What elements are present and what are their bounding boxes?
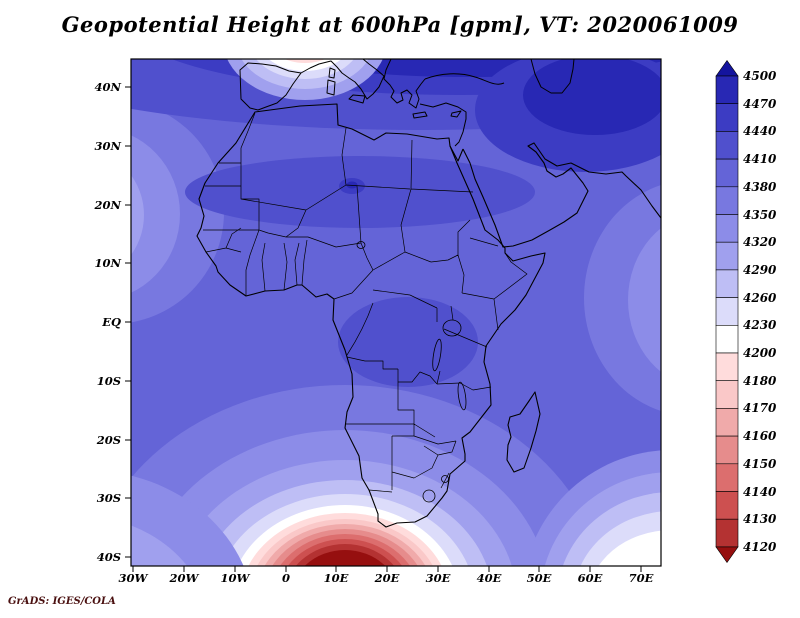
lake-victoria: [442, 319, 462, 337]
colorbar-segment: [715, 380, 739, 409]
contour-band: [131, 101, 224, 323]
y-tick-label: 10N: [94, 256, 121, 270]
colorbar-segment: [715, 324, 739, 354]
contour-band: [131, 175, 144, 255]
contour-band: [131, 135, 180, 293]
colorbar-segment: [715, 408, 739, 437]
madagascar-coastline: [506, 391, 541, 473]
colorbar: [715, 59, 739, 564]
colorbar-segment: [715, 214, 739, 243]
contour-band: [523, 59, 661, 135]
colorbar-label: 4410: [743, 152, 777, 166]
colorbar-segment: [715, 297, 739, 326]
colorbar-segment: [715, 158, 739, 188]
x-tick-label: 60E: [578, 571, 603, 585]
arabia-asia-coastline: [449, 142, 661, 248]
colorbar-label: 4500: [743, 69, 777, 83]
x-tick-label: 50E: [527, 571, 552, 585]
colorbar-label: 4380: [743, 180, 777, 194]
x-tick-label: 30W: [119, 571, 149, 585]
x-tick-label: 20W: [169, 571, 200, 585]
y-tick-label: 20N: [93, 198, 121, 212]
y-tick-label: 30N: [94, 139, 121, 153]
x-tick-label: 10W: [221, 571, 251, 585]
country-borders: [203, 112, 528, 493]
x-tick-label: 20E: [374, 571, 400, 585]
colorbar-label: 4470: [743, 97, 777, 111]
colorbar-segment: [715, 241, 739, 271]
colorbar-segment: [715, 186, 739, 215]
y-tick-label: 10S: [97, 374, 121, 388]
lake-tanganyika: [432, 338, 442, 372]
lesotho-border: [422, 489, 436, 503]
colorbar-label: 4160: [743, 429, 777, 443]
colorbar-segment: [715, 435, 739, 465]
map-overlays: [196, 59, 661, 528]
x-tick-label: 70E: [629, 571, 654, 585]
contour-band: [131, 525, 188, 566]
colorbar-label: 4170: [743, 401, 777, 415]
low-center-core: [304, 550, 386, 566]
colorbar-arrow-bottom: [715, 546, 739, 564]
contour-band: [346, 181, 358, 189]
colorbar-segment: [715, 518, 739, 548]
colorbar-label: 4350: [743, 208, 777, 222]
colorbar-label: 4150: [743, 457, 777, 471]
chart-title: Geopotential Height at 600hPa [gpm], VT:…: [61, 12, 739, 37]
x-tick-label: 30E: [426, 571, 451, 585]
colorbar-segment: [715, 103, 739, 132]
plot-frame: [130, 58, 662, 567]
x-tick-label: 10E: [324, 571, 349, 585]
colorbar-label: 4230: [743, 318, 777, 332]
colorbar-segment: [715, 463, 739, 492]
colorbar-label: 4440: [743, 124, 777, 138]
contour-band: [628, 228, 661, 372]
y-tick-label: 40S: [97, 550, 121, 564]
y-tick-label: EQ: [101, 315, 121, 329]
mediterranean-coastlines: [239, 59, 575, 147]
y-tick-label: 30S: [97, 491, 121, 505]
colorbar-segment: [715, 269, 739, 298]
x-tick-label: 40E: [477, 571, 502, 585]
colorbar-label: 4120: [743, 540, 777, 554]
eswatini-border: [441, 475, 449, 483]
contour-band: [338, 297, 478, 387]
europe-low-core: [284, 59, 326, 63]
colorbar-segment: [715, 131, 739, 160]
x-tick-label: 0: [282, 571, 290, 585]
y-tick-label: 20S: [96, 433, 121, 447]
colorbar-arrow-top: [715, 59, 739, 77]
colorbar-label: 4180: [743, 374, 777, 388]
contour-band: [598, 530, 661, 566]
colorbar-label: 4320: [743, 235, 777, 249]
colorbar-label: 4290: [743, 263, 777, 277]
y-axis-labels: 40N 30N 20N 10N EQ 10S 20S 30S 40S: [93, 80, 121, 564]
grads-credit: GrADS: IGES/COLA: [8, 596, 116, 607]
lake-malawi: [457, 381, 467, 411]
x-axis-ticks: [132, 566, 642, 572]
colorbar-label: 4200: [743, 346, 777, 360]
colorbar-label: 4130: [743, 512, 777, 526]
colorbar-label: 4260: [743, 291, 777, 305]
colorbar-segment: [715, 352, 739, 382]
contour-band: [268, 59, 342, 71]
contour-band: [584, 185, 661, 411]
africa-coastline: [196, 103, 546, 528]
colorbar-labels: 4500 4470 4440 4410 4380 4350 4320 4290 …: [743, 69, 777, 554]
y-axis-ticks: [125, 86, 131, 558]
lake-chad: [356, 241, 366, 249]
colorbar-segment: [715, 491, 739, 520]
colorbar-segment: [715, 75, 739, 105]
y-tick-label: 40N: [94, 80, 121, 94]
colorbar-label: 4140: [743, 485, 777, 499]
x-axis-labels: 30W 20W 10W 0 10E 20E 30E 40E 50E 60E 70…: [119, 571, 654, 585]
lakes-and-enclaves: [356, 241, 467, 503]
